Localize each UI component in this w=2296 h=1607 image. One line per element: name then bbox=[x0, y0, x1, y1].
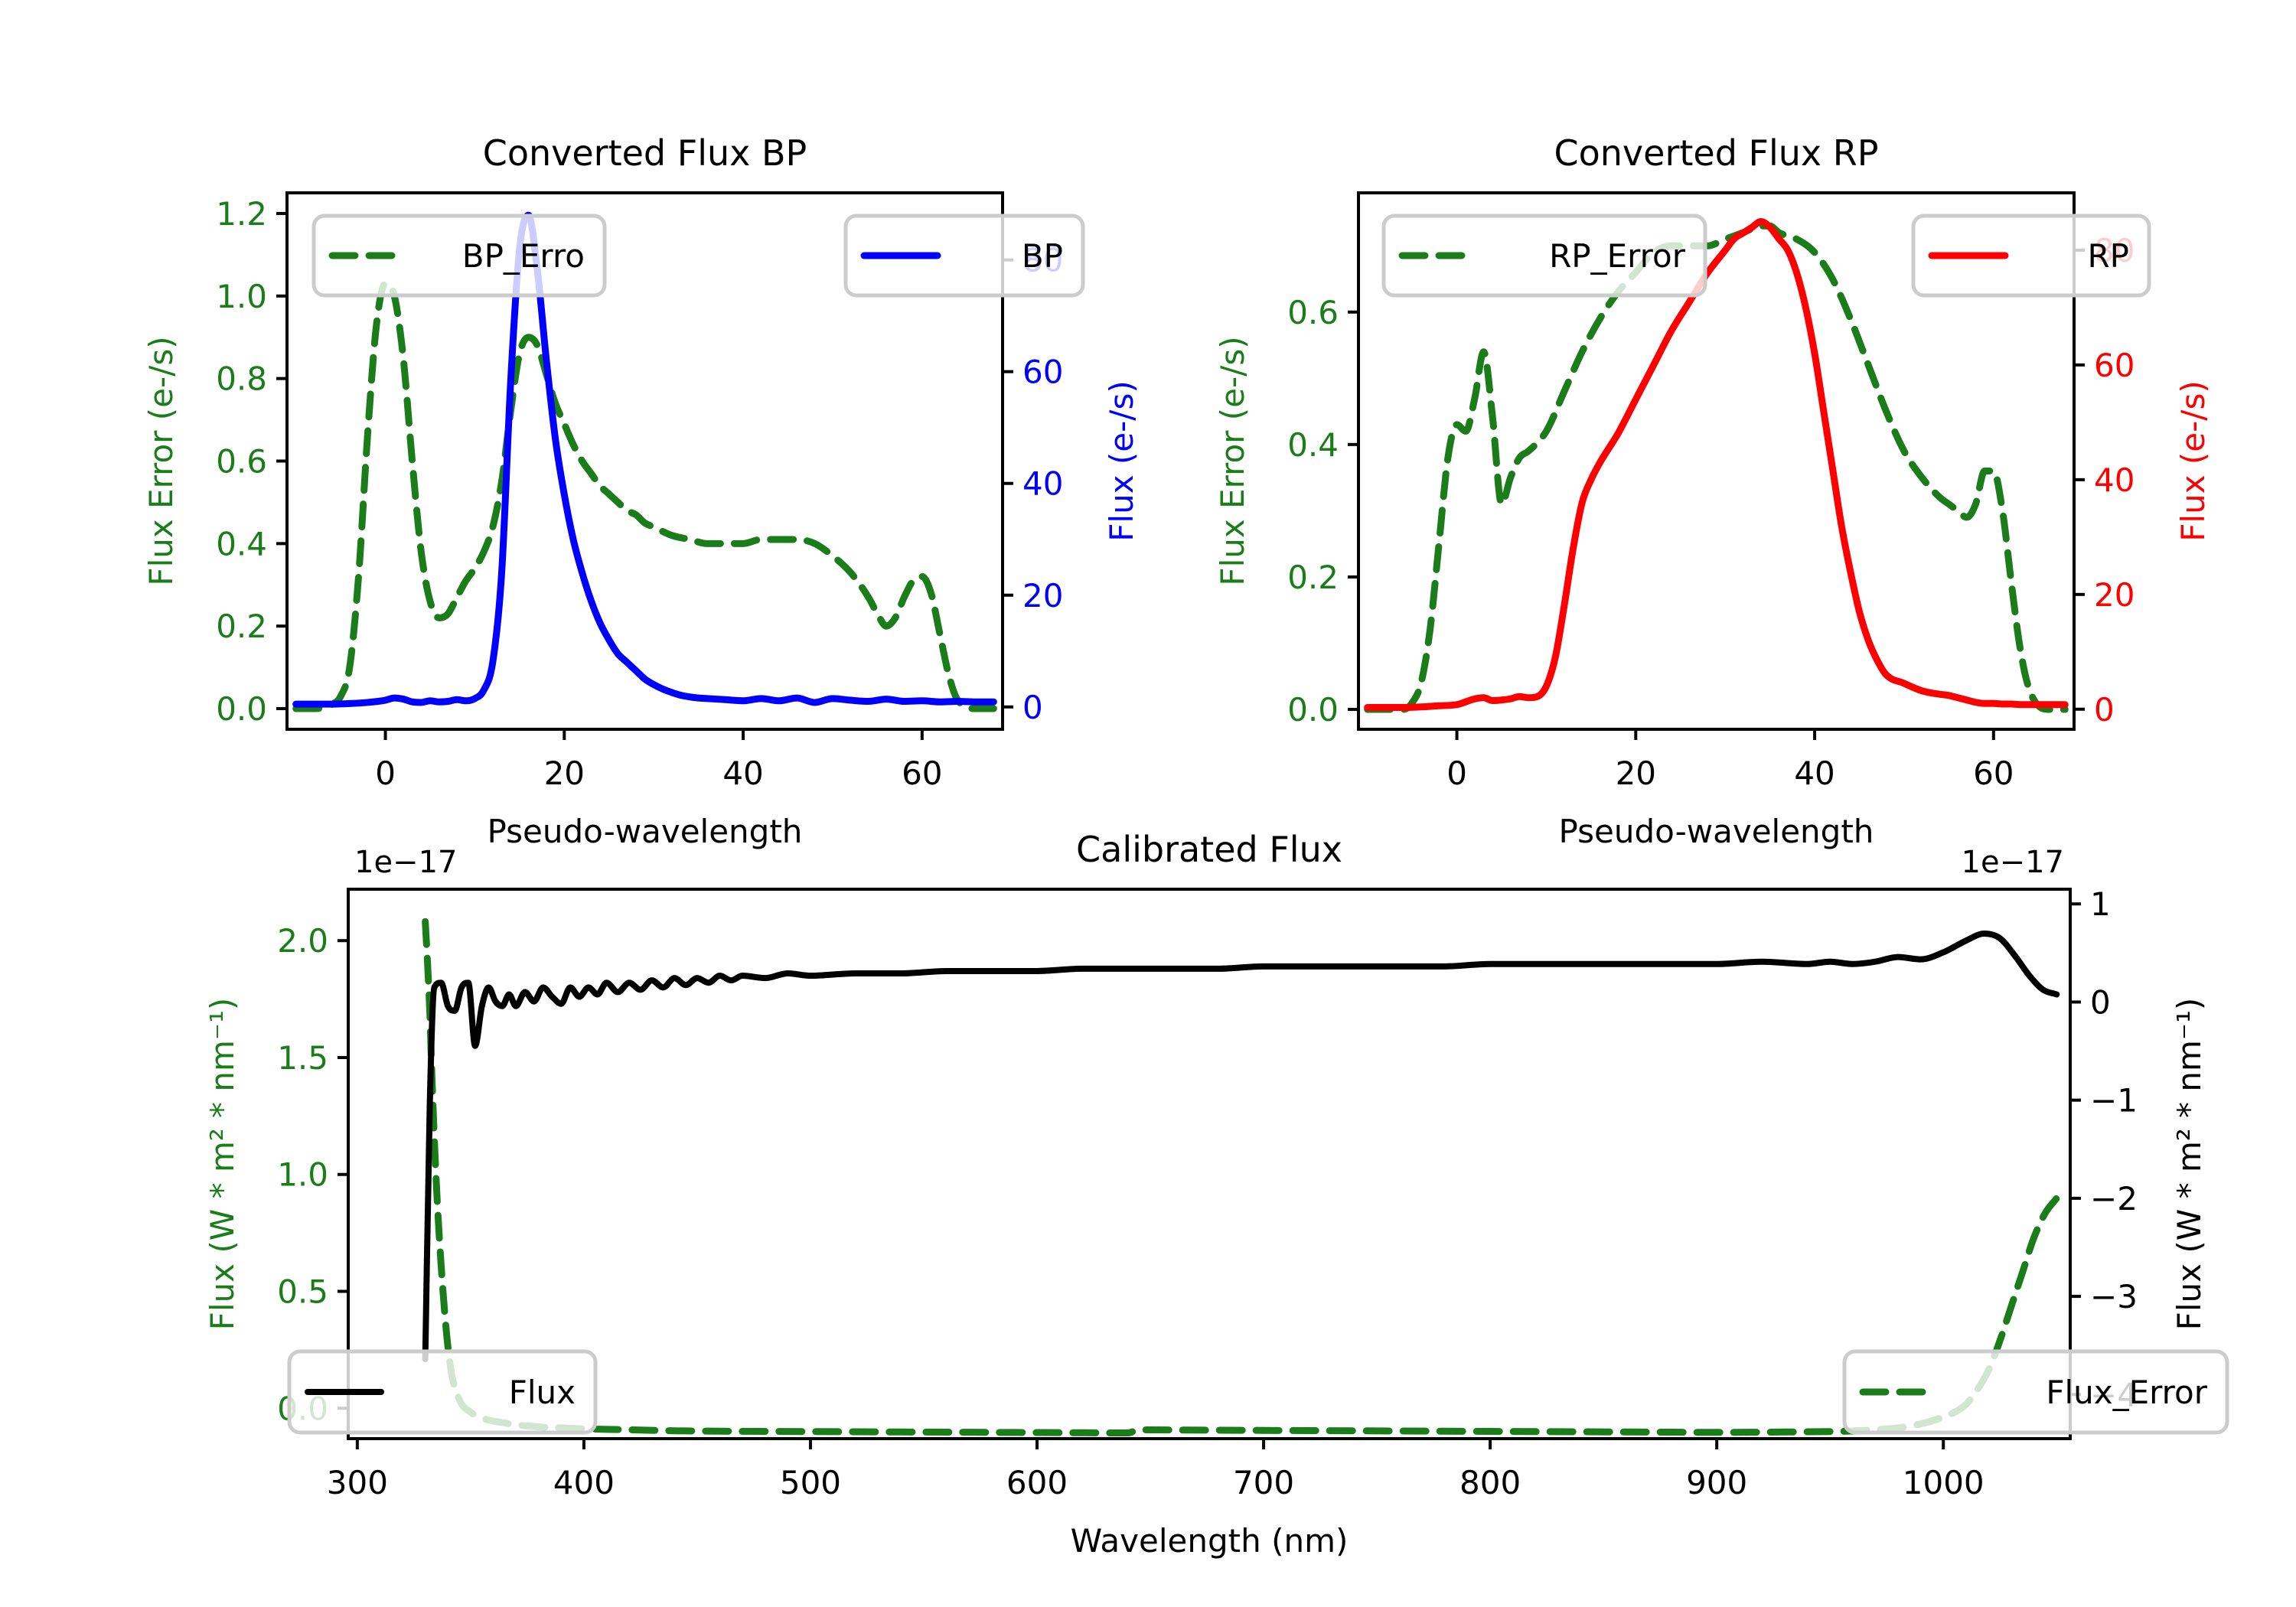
cal-axes-xticklabel: 500 bbox=[780, 1464, 841, 1501]
cal-axes-yticklabel-left: 1.5 bbox=[277, 1039, 328, 1077]
cal-axes-yticklabel-right: 0 bbox=[2090, 983, 2111, 1021]
cal-axes-xticklabel: 1000 bbox=[1903, 1464, 1985, 1501]
bp-axes-yticklabel-right: 0 bbox=[1022, 689, 1043, 726]
rp-axes-yticklabel-left: 0.4 bbox=[1287, 426, 1339, 464]
cal-axes-xticklabel: 600 bbox=[1006, 1464, 1068, 1501]
bp-error-legend-label: BP_Erro bbox=[462, 237, 585, 275]
cal-flux-curve bbox=[422, 931, 2060, 1363]
bp-axes-xticklabel: 40 bbox=[722, 755, 763, 792]
bp-axes-xticklabel: 20 bbox=[544, 755, 585, 792]
cal-axes-ylabel-right: Flux (W * m² * nm⁻¹) bbox=[2170, 998, 2208, 1331]
bp-axes-yticklabel-right: 40 bbox=[1022, 465, 1063, 503]
rp-axes-yticklabel-right: 0 bbox=[2094, 691, 2115, 729]
rp-axes-ylabel-left: Flux Error (e-/s) bbox=[1214, 336, 1251, 585]
bp-flux-curve bbox=[292, 211, 997, 708]
cal-axes-yticklabel-right: −1 bbox=[2090, 1082, 2138, 1120]
rp-axes-xticklabel: 40 bbox=[1794, 755, 1835, 792]
cal-axes-xticklabel: 300 bbox=[327, 1464, 388, 1501]
bp-axes-yticklabel-right: 60 bbox=[1022, 354, 1063, 391]
bp-axes-xlabel: Pseudo-wavelength bbox=[488, 813, 803, 850]
rp-axes-xticklabel: 20 bbox=[1616, 755, 1656, 792]
bp-axes-yticklabel-left: 0.0 bbox=[216, 690, 267, 728]
rp-axes-yticklabel-right: 60 bbox=[2094, 347, 2135, 384]
cal-axes-yticklabel-right: 1 bbox=[2090, 885, 2111, 923]
rp-flux-legend-label: RP bbox=[2087, 237, 2129, 275]
cal-axes-ylabel-left: Flux (W * m² * nm⁻¹) bbox=[204, 998, 241, 1331]
cal-panel-title: Calibrated Flux bbox=[1076, 829, 1342, 870]
bp-axes-yticklabel-left: 0.8 bbox=[216, 360, 267, 398]
rp-axes-ylabel-right: Flux (e-/s) bbox=[2174, 380, 2212, 541]
rp-axes-yticklabel-right: 40 bbox=[2094, 461, 2135, 499]
cal-flux-legend-label: Flux bbox=[509, 1374, 576, 1411]
rp-axes-yticklabel-left: 0.2 bbox=[1287, 559, 1339, 596]
rp-axes-xticklabel: 0 bbox=[1446, 755, 1467, 792]
cal-error-legend-label: Flux_Error bbox=[2046, 1374, 2207, 1411]
bp-axes-yticklabel-left: 0.2 bbox=[216, 608, 267, 645]
cal-axes-frame bbox=[347, 888, 2072, 1440]
bp-axes-yticklabel-left: 0.4 bbox=[216, 525, 267, 562]
cal-flux-legend-box[interactable] bbox=[287, 1349, 598, 1435]
bp-axes-yticklabel-right: 20 bbox=[1022, 577, 1063, 614]
bp-axes-ylabel-right: Flux (e-/s) bbox=[1103, 380, 1140, 541]
rp-error-legend-label: RP_Error bbox=[1549, 237, 1686, 275]
bp-axes-yticklabel-left: 1.0 bbox=[216, 278, 267, 315]
cal-axes-xlabel: Wavelength (nm) bbox=[1071, 1522, 1349, 1560]
bp-axes-xticklabel: 0 bbox=[375, 755, 396, 792]
rp-axes-xticklabel: 60 bbox=[1973, 755, 2014, 792]
rp-axes-yticklabel-right: 20 bbox=[2094, 576, 2135, 614]
cal-axes-yticklabel-left: 0.5 bbox=[277, 1273, 328, 1311]
cal-error-legend-box[interactable] bbox=[1842, 1349, 2229, 1435]
rp-flux-curve bbox=[1364, 217, 2069, 712]
rp-error-curve bbox=[1364, 222, 2069, 713]
rp-axes-yticklabel-left: 0.0 bbox=[1287, 691, 1339, 729]
bp-panel-title: Converted Flux BP bbox=[483, 132, 807, 174]
rp-axes-xlabel: Pseudo-wavelength bbox=[1559, 813, 1874, 850]
rp-error-legend-box[interactable] bbox=[1381, 214, 1707, 298]
cal-axes-xticklabel: 800 bbox=[1459, 1464, 1521, 1501]
bp-axes-ylabel-left: Flux Error (e-/s) bbox=[142, 336, 180, 585]
bp-flux-legend-label: BP bbox=[1022, 237, 1063, 275]
rp-axes-yticklabel-left: 0.6 bbox=[1287, 294, 1339, 331]
rp-flux-legend-box[interactable] bbox=[1911, 214, 2151, 298]
cal-axes-xticklabel: 400 bbox=[553, 1464, 615, 1501]
cal-axes-yticklabel-right: −2 bbox=[2090, 1180, 2138, 1217]
rp-panel-title: Converted Flux RP bbox=[1554, 132, 1879, 174]
bp-error-curve bbox=[292, 280, 997, 712]
bp-flux-legend-box[interactable] bbox=[843, 214, 1085, 298]
cal-axes-yticklabel-left: 2.0 bbox=[277, 922, 328, 960]
rp-axes-frame bbox=[1357, 191, 2076, 731]
cal-axes-yticklabel-left: 1.0 bbox=[277, 1156, 328, 1194]
bp-axes-xticklabel: 60 bbox=[902, 755, 942, 792]
cal-offset-right: 1e−17 bbox=[1962, 845, 2064, 880]
cal-axes-xticklabel: 700 bbox=[1233, 1464, 1294, 1501]
bp-axes-yticklabel-left: 0.6 bbox=[216, 443, 267, 481]
bp-axes-yticklabel-left: 1.2 bbox=[216, 195, 267, 233]
cal-offset-left: 1e−17 bbox=[354, 845, 457, 880]
cal-error-curve bbox=[422, 918, 2060, 1437]
cal-axes-yticklabel-right: −3 bbox=[2090, 1278, 2138, 1315]
cal-axes-xticklabel: 900 bbox=[1686, 1464, 1747, 1501]
bp-error-legend-box[interactable] bbox=[311, 214, 607, 298]
